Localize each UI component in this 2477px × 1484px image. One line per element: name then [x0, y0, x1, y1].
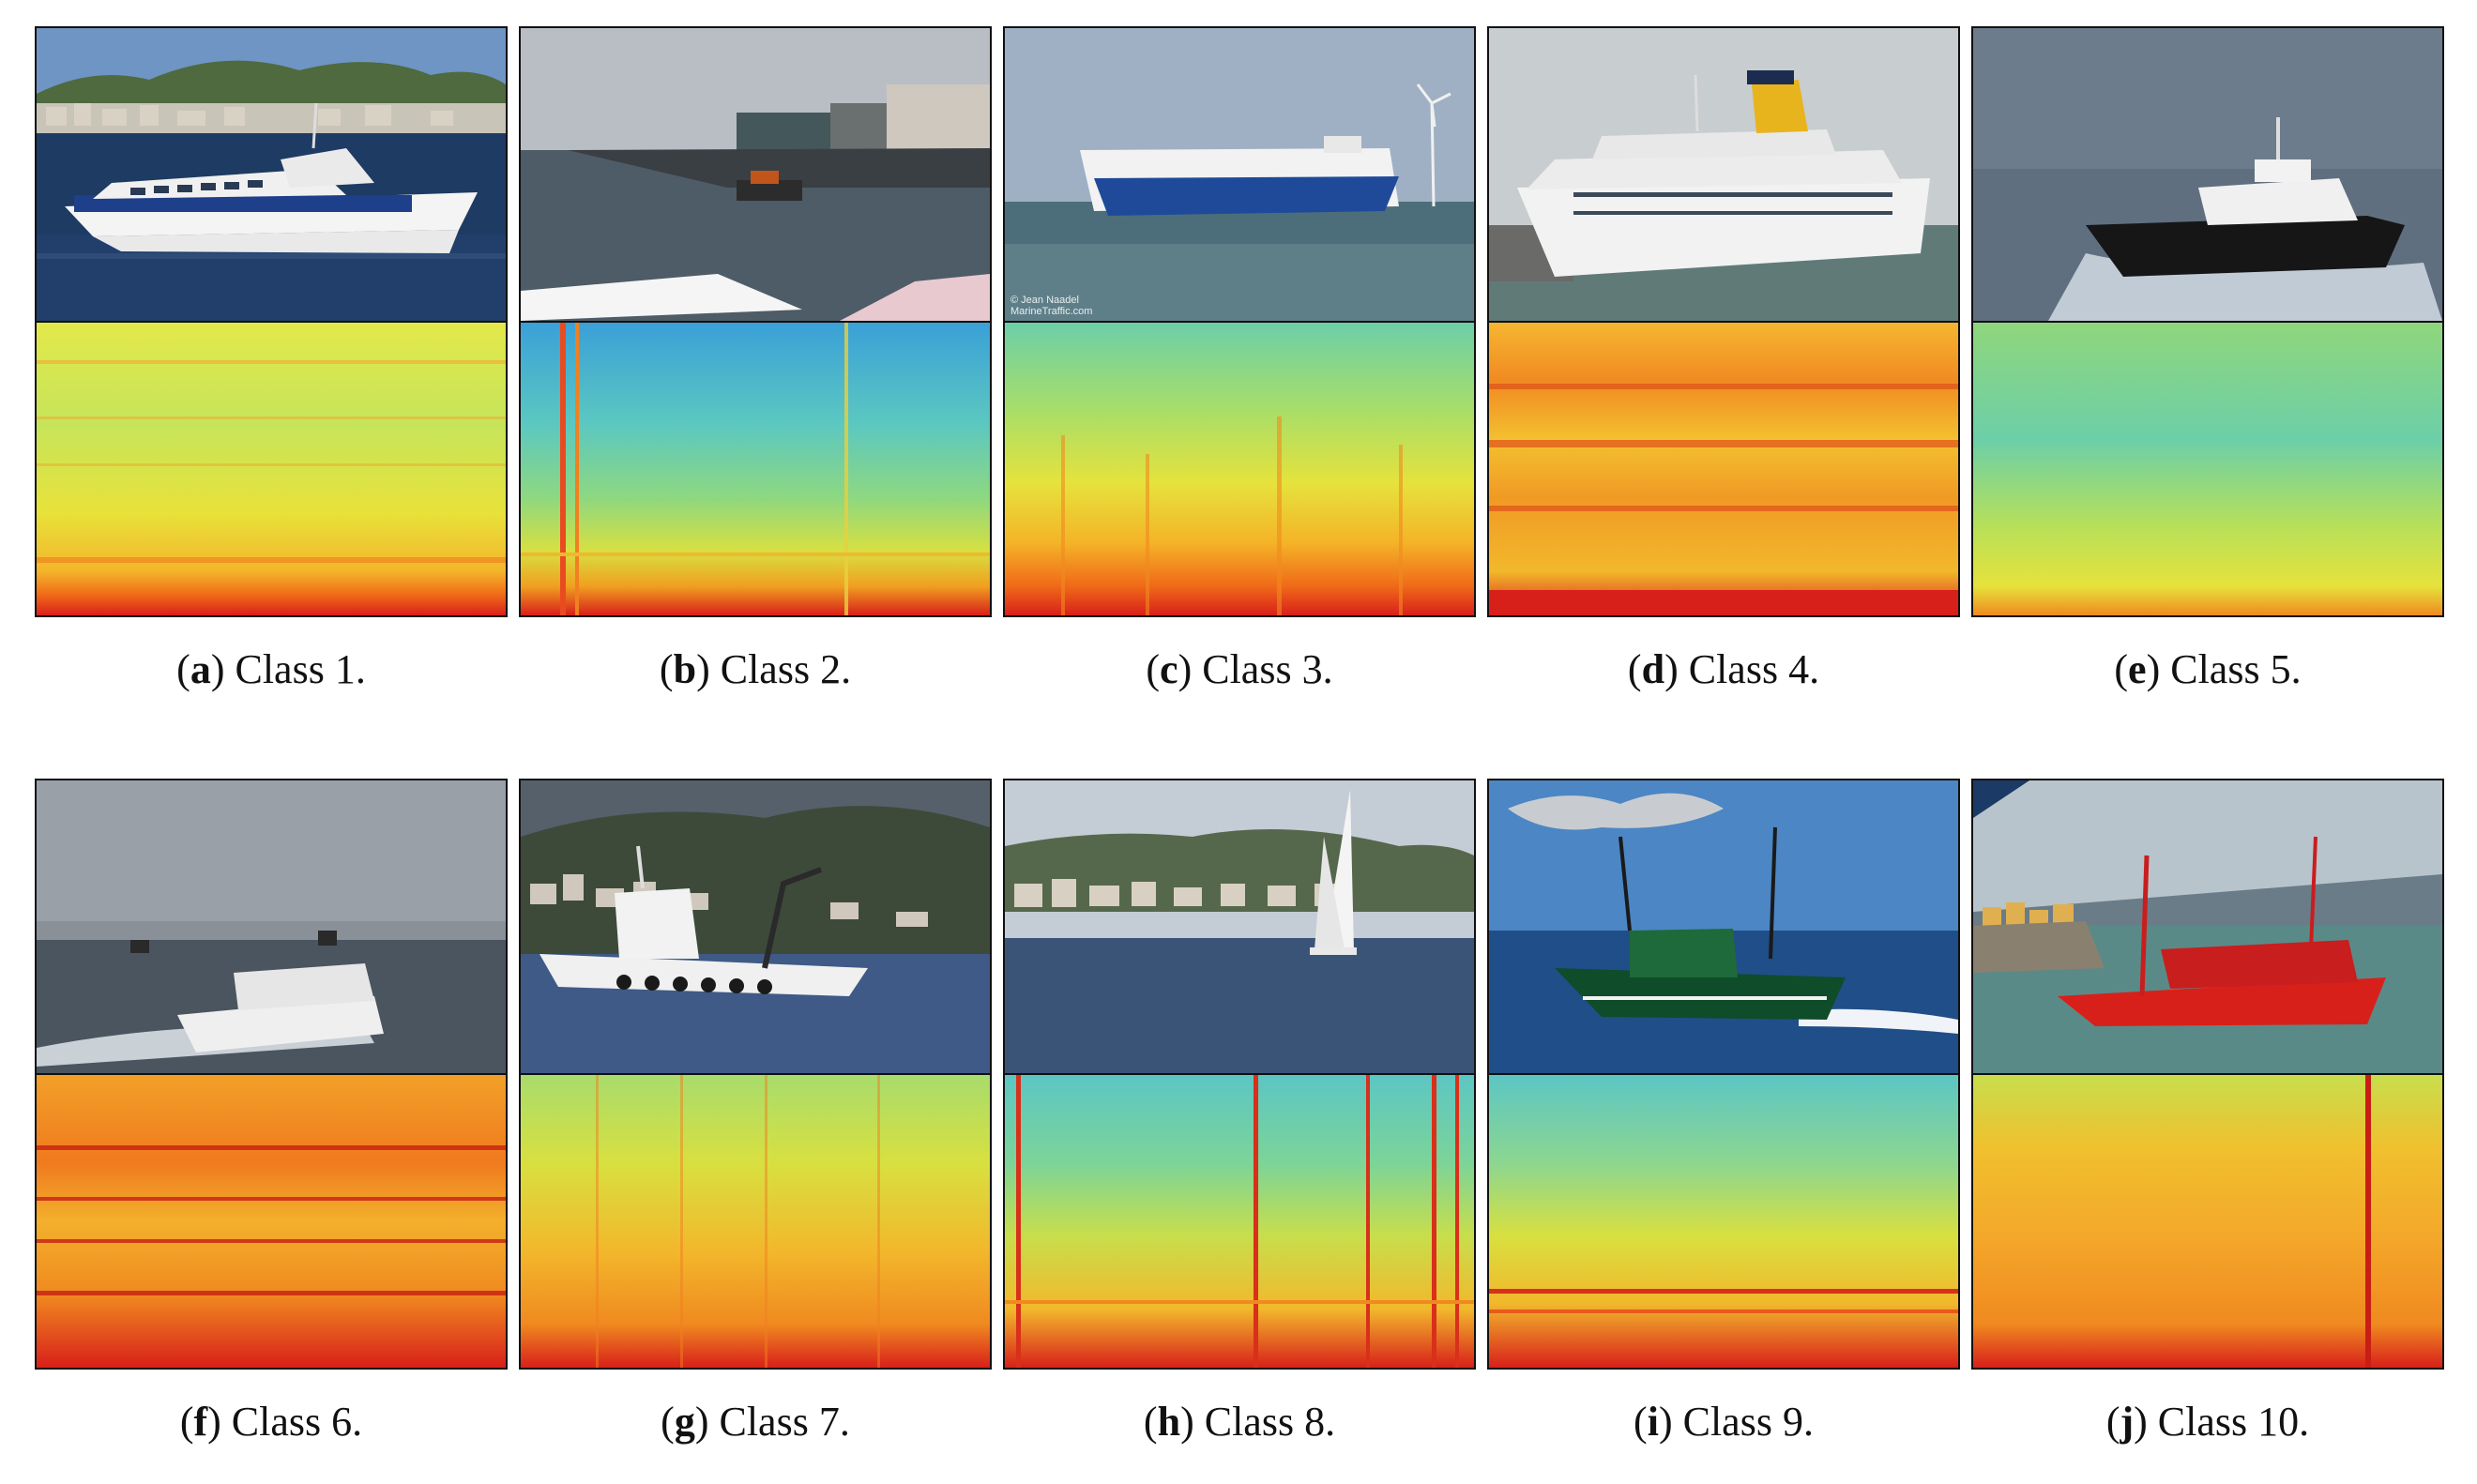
panel-caption: (d) Class 4. — [1627, 646, 1820, 692]
spectrogram — [1003, 1073, 1476, 1370]
ship-photo — [519, 26, 992, 323]
motorboat-photo — [37, 780, 506, 1073]
spectrogram — [1487, 321, 1960, 617]
ship-photo — [1971, 26, 2444, 323]
ship-photo — [1003, 779, 1476, 1075]
spectrogram — [35, 321, 508, 617]
spectrogram-class-3 — [1005, 323, 1474, 615]
spectrogram-class-9 — [1489, 1075, 1958, 1368]
spectrogram-class-7 — [521, 1075, 990, 1368]
spectrogram — [519, 321, 992, 617]
spectrogram-class-5 — [1973, 323, 2442, 615]
spectrogram — [1487, 1073, 1960, 1370]
small-boat-harbor-photo — [521, 28, 990, 321]
cruise-ship-photo — [1489, 28, 1958, 321]
red-trawler-photo — [1973, 780, 2442, 1073]
spectrogram-class-4 — [1489, 323, 1958, 615]
spectrogram-class-2 — [521, 323, 990, 615]
panel-caption: (h) Class 8. — [1143, 1399, 1336, 1445]
spectrogram — [519, 1073, 992, 1370]
ferry-catamaran-photo — [37, 28, 506, 321]
panel-caption: (g) Class 7. — [661, 1399, 850, 1445]
panel-caption: (j) Class 10. — [2105, 1399, 2310, 1445]
spectrogram-class-8 — [1005, 1075, 1474, 1368]
green-trawler-photo — [1489, 780, 1958, 1073]
panel-caption: (b) Class 2. — [659, 646, 852, 692]
ro-ro-cargo-ship-photo — [1005, 28, 1474, 321]
ship-photo — [1487, 26, 1960, 323]
ship-photo: © Jean Naadel MarineTraffic.com — [1003, 26, 1476, 323]
panel-caption: (e) Class 5. — [2114, 646, 2302, 692]
pilot-boat-photo — [1973, 28, 2442, 321]
spectrogram — [1971, 321, 2444, 617]
panel-caption: (c) Class 3. — [1146, 646, 1333, 692]
ship-photo — [35, 779, 508, 1075]
panel-caption: (i) Class 9. — [1634, 1399, 1814, 1445]
spectrogram — [1971, 1073, 2444, 1370]
ship-photo — [35, 26, 508, 323]
spectrogram-class-1 — [37, 323, 506, 615]
sailboat-photo — [1005, 780, 1474, 1073]
spectrogram-class-10 — [1973, 1075, 2442, 1368]
ship-photo — [1971, 779, 2444, 1075]
spectrogram — [1003, 321, 1476, 617]
ship-photo — [519, 779, 992, 1075]
photo-watermark: © Jean Naadel MarineTraffic.com — [1011, 295, 1093, 317]
panel-caption: (a) Class 1. — [176, 646, 366, 692]
spectrogram-class-6 — [37, 1075, 506, 1368]
panel-caption: (f) Class 6. — [179, 1399, 363, 1445]
mussel-boat-crane-photo — [521, 780, 990, 1073]
ship-photo — [1487, 779, 1960, 1075]
spectrogram — [35, 1073, 508, 1370]
